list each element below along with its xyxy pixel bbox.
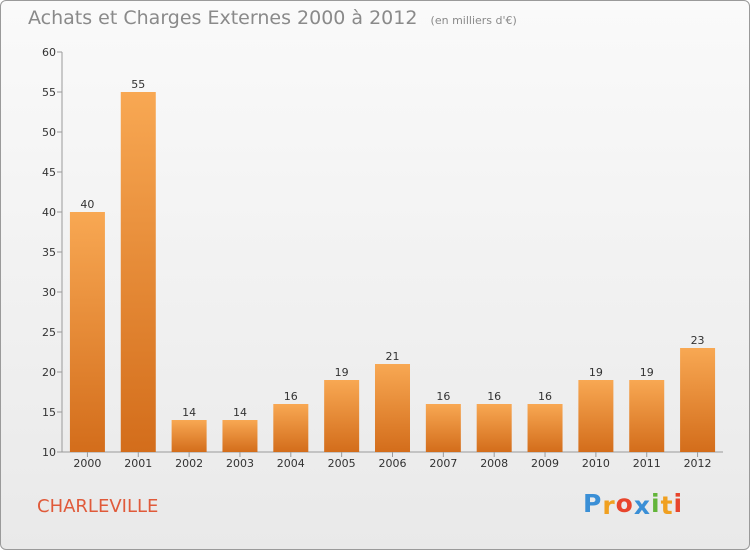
data-label: 16 (487, 390, 501, 403)
chart-title-unit: (en milliers d'€) (430, 14, 517, 27)
x-tick-label: 2006 (379, 457, 407, 470)
logo-letter: o (615, 489, 634, 518)
x-tick-label: 2012 (684, 457, 712, 470)
bars (69, 92, 716, 452)
y-tick-label: 30 (42, 286, 56, 299)
data-label: 16 (436, 390, 450, 403)
x-tick-label: 2004 (277, 457, 305, 470)
logo-letter: t (660, 491, 674, 520)
bar (375, 364, 410, 452)
bar (120, 92, 156, 452)
bar (222, 420, 258, 452)
x-tick-label: 2010 (582, 457, 610, 470)
data-label: 19 (640, 366, 654, 379)
y-tick-label: 45 (42, 166, 56, 179)
bar (527, 404, 563, 452)
x-tick-label: 2001 (124, 457, 152, 470)
y-tick-label: 60 (42, 46, 56, 59)
x-tick-label: 2009 (531, 457, 559, 470)
data-label: 16 (538, 390, 552, 403)
data-label: 40 (80, 198, 94, 211)
y-tick-label: 15 (42, 406, 56, 419)
bar (69, 212, 105, 452)
bar (425, 404, 461, 452)
chart-title-main: Achats et Charges Externes 2000 à 2012 (28, 7, 418, 29)
logo-letter: i (673, 489, 684, 518)
y-tick-label: 10 (42, 446, 56, 459)
bar (578, 380, 614, 452)
data-label: 55 (131, 78, 145, 91)
data-label: 19 (335, 366, 349, 379)
logo-letter: P (583, 489, 603, 518)
y-tick-label: 35 (42, 246, 56, 259)
data-label: 14 (233, 406, 247, 419)
bar (680, 348, 716, 452)
logo-letter: x (633, 491, 651, 520)
data-label: 16 (284, 390, 298, 403)
proxiti-logo: Proxiti (583, 489, 684, 520)
bar (629, 380, 665, 452)
y-tick-label: 25 (42, 326, 56, 339)
x-tick-label: 2007 (429, 457, 457, 470)
bar (273, 404, 309, 452)
y-tick-label: 50 (42, 126, 56, 139)
bar (171, 420, 207, 452)
x-tick-label: 2000 (73, 457, 101, 470)
y-tick-label: 40 (42, 206, 56, 219)
bar (476, 404, 512, 452)
data-label: 21 (386, 350, 400, 363)
logo-letter: r (602, 491, 616, 520)
y-tick-label: 55 (42, 86, 56, 99)
x-tick-label: 2005 (328, 457, 356, 470)
x-tick-label: 2008 (480, 457, 508, 470)
logo-letter: i (651, 489, 661, 518)
x-tick-label: 2002 (175, 457, 203, 470)
labels: 40 55 14 14 16 19 21 16 16 16 19 19 23 (80, 78, 704, 419)
y-tick-label: 20 (42, 366, 56, 379)
data-label: 14 (182, 406, 196, 419)
chart-title: Achats et Charges Externes 2000 à 2012 (… (28, 7, 517, 29)
x-tick-label: 2003 (226, 457, 254, 470)
bar (324, 380, 360, 452)
city-name: CHARLEVILLE (37, 496, 159, 517)
data-label: 19 (589, 366, 603, 379)
x-tick-label: 2011 (633, 457, 661, 470)
data-label: 23 (691, 334, 705, 347)
